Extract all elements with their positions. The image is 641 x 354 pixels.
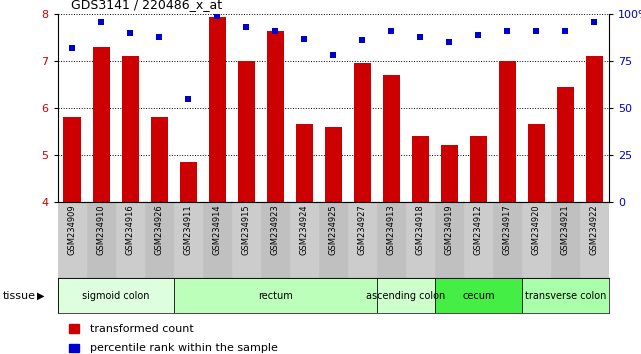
Point xyxy=(503,28,513,34)
Text: ▶: ▶ xyxy=(37,291,44,301)
Bar xyxy=(63,118,81,202)
Point xyxy=(270,28,280,34)
Bar xyxy=(319,202,348,278)
Bar xyxy=(354,63,371,202)
Text: GSM234909: GSM234909 xyxy=(68,204,77,255)
Point xyxy=(415,34,426,40)
Text: transverse colon: transverse colon xyxy=(525,291,606,301)
Point xyxy=(473,32,483,38)
Text: GSM234915: GSM234915 xyxy=(242,204,251,255)
Bar xyxy=(296,124,313,202)
Bar xyxy=(440,145,458,202)
Bar xyxy=(267,30,284,202)
Text: GDS3141 / 220486_x_at: GDS3141 / 220486_x_at xyxy=(71,0,222,11)
Bar xyxy=(145,202,174,278)
Text: GSM234924: GSM234924 xyxy=(300,204,309,255)
Bar xyxy=(151,118,168,202)
Bar xyxy=(499,61,516,202)
Text: GSM234921: GSM234921 xyxy=(561,204,570,255)
Point xyxy=(183,96,194,101)
Bar xyxy=(464,202,493,278)
Bar xyxy=(377,202,406,278)
Text: percentile rank within the sample: percentile rank within the sample xyxy=(90,343,278,353)
Text: sigmoid colon: sigmoid colon xyxy=(82,291,149,301)
Text: GSM234919: GSM234919 xyxy=(445,204,454,255)
Text: rectum: rectum xyxy=(258,291,293,301)
Text: tissue: tissue xyxy=(3,291,36,301)
Bar xyxy=(522,202,551,278)
Bar xyxy=(348,202,377,278)
Bar xyxy=(69,324,79,333)
Bar xyxy=(179,162,197,202)
Point xyxy=(96,19,106,24)
Text: GSM234923: GSM234923 xyxy=(271,204,279,255)
Text: GSM234916: GSM234916 xyxy=(126,204,135,255)
Text: GSM234927: GSM234927 xyxy=(358,204,367,255)
Point xyxy=(125,30,135,36)
Bar xyxy=(69,344,79,352)
Text: GSM234914: GSM234914 xyxy=(213,204,222,255)
Text: GSM234918: GSM234918 xyxy=(416,204,425,255)
Bar xyxy=(493,202,522,278)
Text: transformed count: transformed count xyxy=(90,324,194,334)
Bar xyxy=(174,202,203,278)
Bar xyxy=(522,278,609,313)
Bar xyxy=(87,202,116,278)
Point xyxy=(444,40,454,45)
Bar xyxy=(238,61,255,202)
Bar xyxy=(412,136,429,202)
Point xyxy=(328,53,338,58)
Bar xyxy=(92,47,110,202)
Bar xyxy=(528,124,545,202)
Point xyxy=(241,24,251,30)
Point xyxy=(67,45,78,51)
Bar xyxy=(174,278,377,313)
Bar xyxy=(551,202,580,278)
Text: GSM234922: GSM234922 xyxy=(590,204,599,255)
Point xyxy=(589,19,599,24)
Bar xyxy=(58,202,87,278)
Bar xyxy=(116,202,145,278)
Point xyxy=(154,34,164,40)
Bar xyxy=(122,56,139,202)
Bar xyxy=(208,17,226,202)
Bar xyxy=(406,202,435,278)
Bar xyxy=(435,278,522,313)
Text: GSM234910: GSM234910 xyxy=(97,204,106,255)
Bar xyxy=(203,202,232,278)
Text: ascending colon: ascending colon xyxy=(366,291,445,301)
Bar xyxy=(435,202,464,278)
Bar xyxy=(383,75,400,202)
Text: cecum: cecum xyxy=(462,291,495,301)
Bar xyxy=(470,136,487,202)
Bar xyxy=(232,202,261,278)
Bar xyxy=(290,202,319,278)
Text: GSM234912: GSM234912 xyxy=(474,204,483,255)
Text: GSM234911: GSM234911 xyxy=(184,204,193,255)
Point xyxy=(560,28,570,34)
Point xyxy=(357,38,367,43)
Text: GSM234917: GSM234917 xyxy=(503,204,512,255)
Bar xyxy=(586,56,603,202)
Bar xyxy=(377,278,435,313)
Point xyxy=(531,28,542,34)
Bar xyxy=(557,87,574,202)
Bar xyxy=(324,127,342,202)
Point xyxy=(299,36,310,41)
Bar xyxy=(58,278,174,313)
Text: GSM234913: GSM234913 xyxy=(387,204,396,255)
Point xyxy=(387,28,397,34)
Point xyxy=(212,13,222,19)
Text: GSM234925: GSM234925 xyxy=(329,204,338,255)
Text: GSM234920: GSM234920 xyxy=(532,204,541,255)
Bar xyxy=(580,202,609,278)
Bar xyxy=(261,202,290,278)
Text: GSM234926: GSM234926 xyxy=(154,204,163,255)
